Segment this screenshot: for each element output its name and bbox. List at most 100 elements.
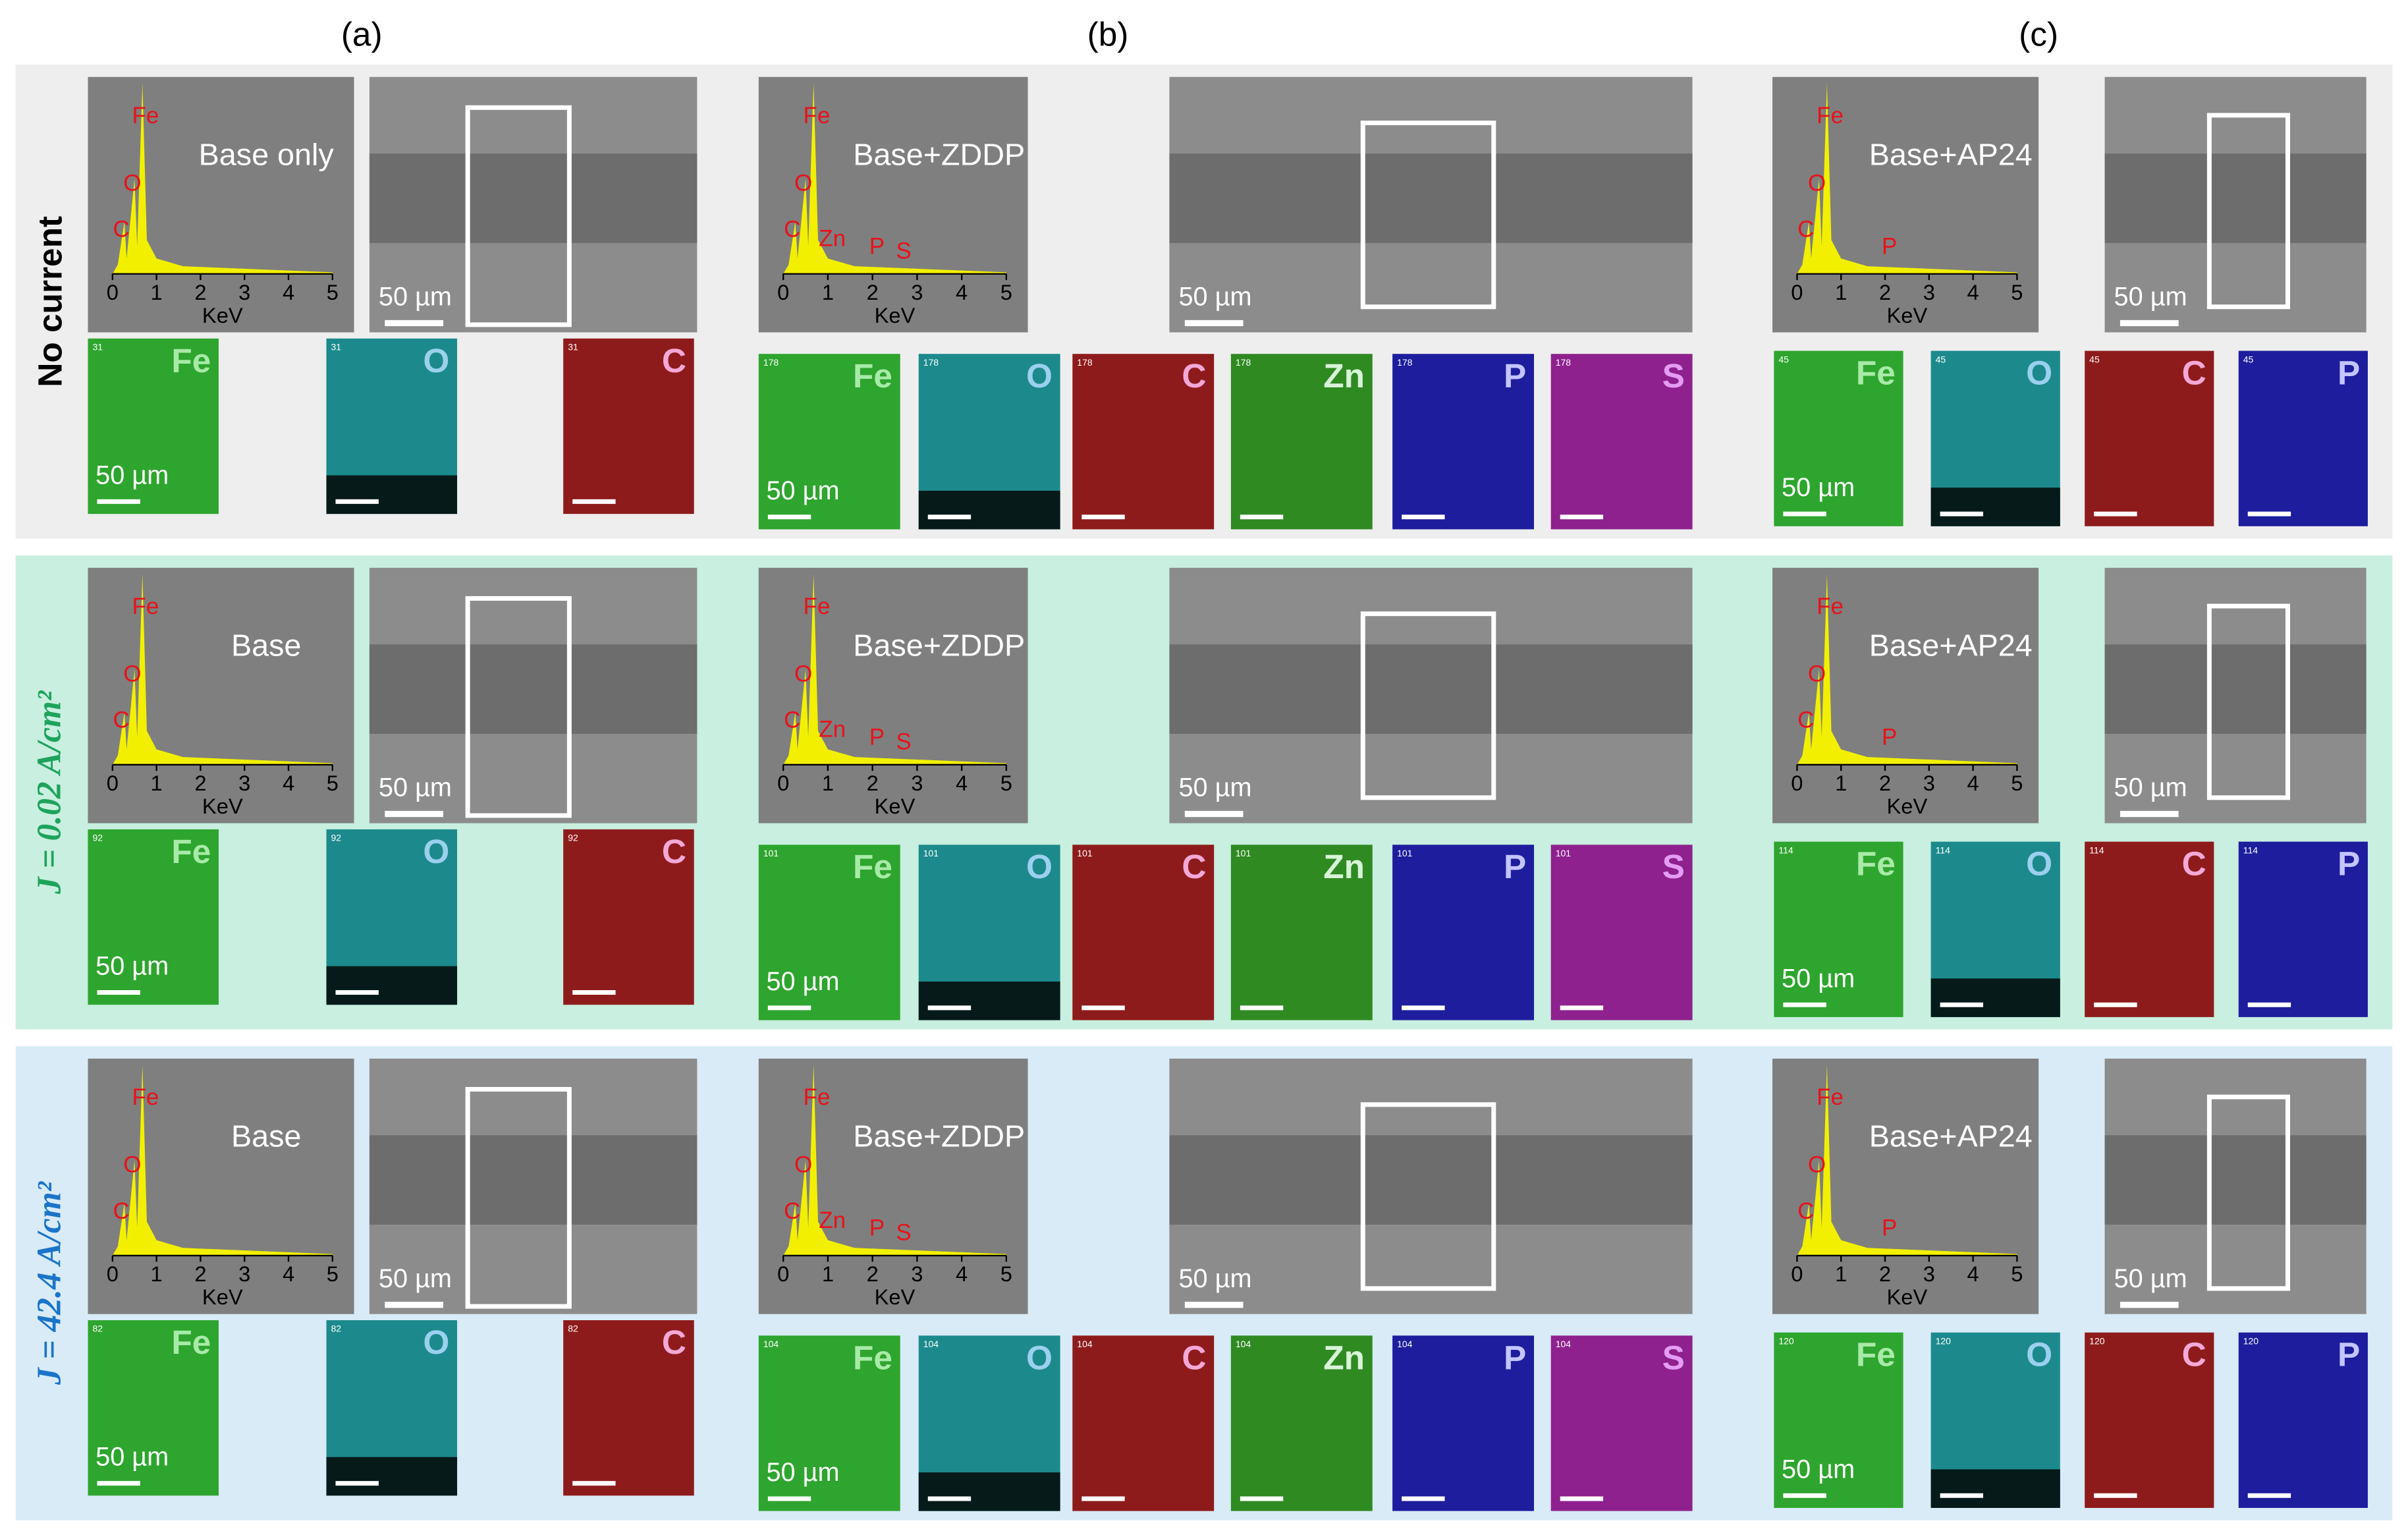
tick-label: 3 [911, 1262, 923, 1286]
map-element: O [2026, 845, 2052, 883]
region-box [2206, 1094, 2290, 1291]
map-id: 101 [1397, 848, 1413, 858]
peak-label: O [1808, 661, 1826, 687]
peak-label: C [1797, 217, 1814, 242]
map-element: S [1662, 356, 1685, 395]
sample-label: Base+AP24 [1869, 138, 2033, 172]
tick-label: 4 [283, 1262, 294, 1286]
peak-label: P [1882, 724, 1897, 750]
element-map [758, 845, 900, 1020]
region-box [1360, 1102, 1496, 1291]
map-id: 31 [331, 342, 342, 352]
map-id: 104 [1236, 1339, 1251, 1349]
peak-label: Fe [132, 1084, 159, 1110]
element-map [1774, 841, 1903, 1017]
element-map [1072, 354, 1215, 530]
map-id: 178 [1397, 357, 1413, 368]
tick-label: 0 [1791, 771, 1803, 795]
wear-track [1169, 644, 1693, 734]
element-map [2085, 350, 2214, 526]
map-element: O [1026, 356, 1053, 395]
element-map [1072, 845, 1215, 1020]
spectrum-peaks [112, 83, 333, 274]
spectrum-peaks [783, 574, 1006, 765]
scale-label: 50 µm [2114, 283, 2187, 312]
map-id: 82 [92, 1323, 103, 1334]
map-dark-band [1930, 1469, 2060, 1508]
tick-label: 2 [194, 771, 206, 795]
map-element: C [662, 341, 686, 379]
peak-label: S [896, 238, 911, 264]
map-element: Fe [1856, 845, 1896, 883]
map-id: 120 [1936, 1335, 1952, 1346]
scale-label: 50 µm [379, 773, 452, 802]
element-map [2238, 841, 2368, 1017]
map-element: P [1504, 847, 1526, 885]
map-element: Fe [171, 341, 211, 379]
sample-label: Base+ZDDP [853, 628, 1025, 663]
spectrum-box [758, 567, 1028, 823]
map-element: C [2182, 353, 2206, 391]
peak-label: O [794, 1152, 812, 1178]
axis-label: KeV [875, 303, 916, 327]
axis-label: KeV [202, 794, 243, 818]
map-dark-band [1930, 978, 2060, 1017]
map-id: 104 [763, 1339, 779, 1349]
map-dark-band [918, 1472, 1060, 1511]
peak-label: Fe [804, 594, 831, 619]
map-dark-band [326, 1457, 458, 1496]
map-id: 114 [1936, 845, 1951, 855]
map-element: C [1182, 847, 1206, 885]
tick-label: 3 [1923, 771, 1935, 795]
map-id: 114 [2243, 845, 2258, 855]
map-element: Fe [853, 847, 892, 885]
column-label: (b) [1087, 15, 1129, 53]
tick-label: 0 [107, 771, 119, 795]
spectrum-box [88, 567, 354, 823]
peak-label: Fe [132, 103, 159, 128]
element-map [1392, 845, 1535, 1020]
row-label: No current [30, 216, 68, 387]
map-element: P [1504, 1338, 1526, 1376]
map-id: 101 [923, 848, 939, 858]
map-element: Fe [1856, 1335, 1896, 1374]
element-map [88, 829, 219, 1005]
map-element: Zn [1323, 847, 1365, 885]
wear-track [1169, 1135, 1693, 1225]
sample-label: Base+AP24 [1869, 628, 2033, 663]
tick-label: 5 [327, 1262, 339, 1286]
tick-label: 5 [1000, 280, 1012, 304]
map-id: 120 [2243, 1335, 2259, 1346]
element-map [1550, 845, 1693, 1020]
map-scale-label: 50 µm [96, 1443, 169, 1472]
axis-label: KeV [1887, 303, 1928, 327]
spectrum-peaks [1797, 1065, 2017, 1256]
map-element: Fe [171, 1323, 211, 1361]
element-map [1230, 1335, 1373, 1511]
tick-label: 5 [327, 771, 339, 795]
map-element: C [662, 1323, 686, 1361]
map-element: C [1182, 356, 1206, 395]
map-scale-label: 50 µm [96, 461, 169, 490]
sample-label: Base+ZDDP [853, 138, 1025, 172]
element-map [1392, 1335, 1535, 1511]
spectrum-box [758, 76, 1028, 333]
tick-label: 0 [1791, 1262, 1803, 1286]
peak-label: C [784, 217, 800, 242]
map-id: 45 [2089, 354, 2100, 364]
element-map [563, 338, 694, 515]
tick-label: 4 [1967, 771, 1979, 795]
map-element: Fe [853, 1338, 892, 1376]
peak-label: C [784, 1198, 800, 1224]
peak-label: C [113, 708, 130, 733]
peak-label: O [794, 661, 812, 687]
element-map [2238, 350, 2368, 526]
map-dark-band [1930, 487, 2060, 526]
tick-label: 4 [283, 280, 294, 304]
wear-track [369, 1135, 698, 1225]
region-box [465, 1086, 572, 1309]
wear-track [2104, 644, 2367, 734]
peak-label: Zn [819, 717, 846, 742]
map-element: Fe [1856, 353, 1896, 391]
